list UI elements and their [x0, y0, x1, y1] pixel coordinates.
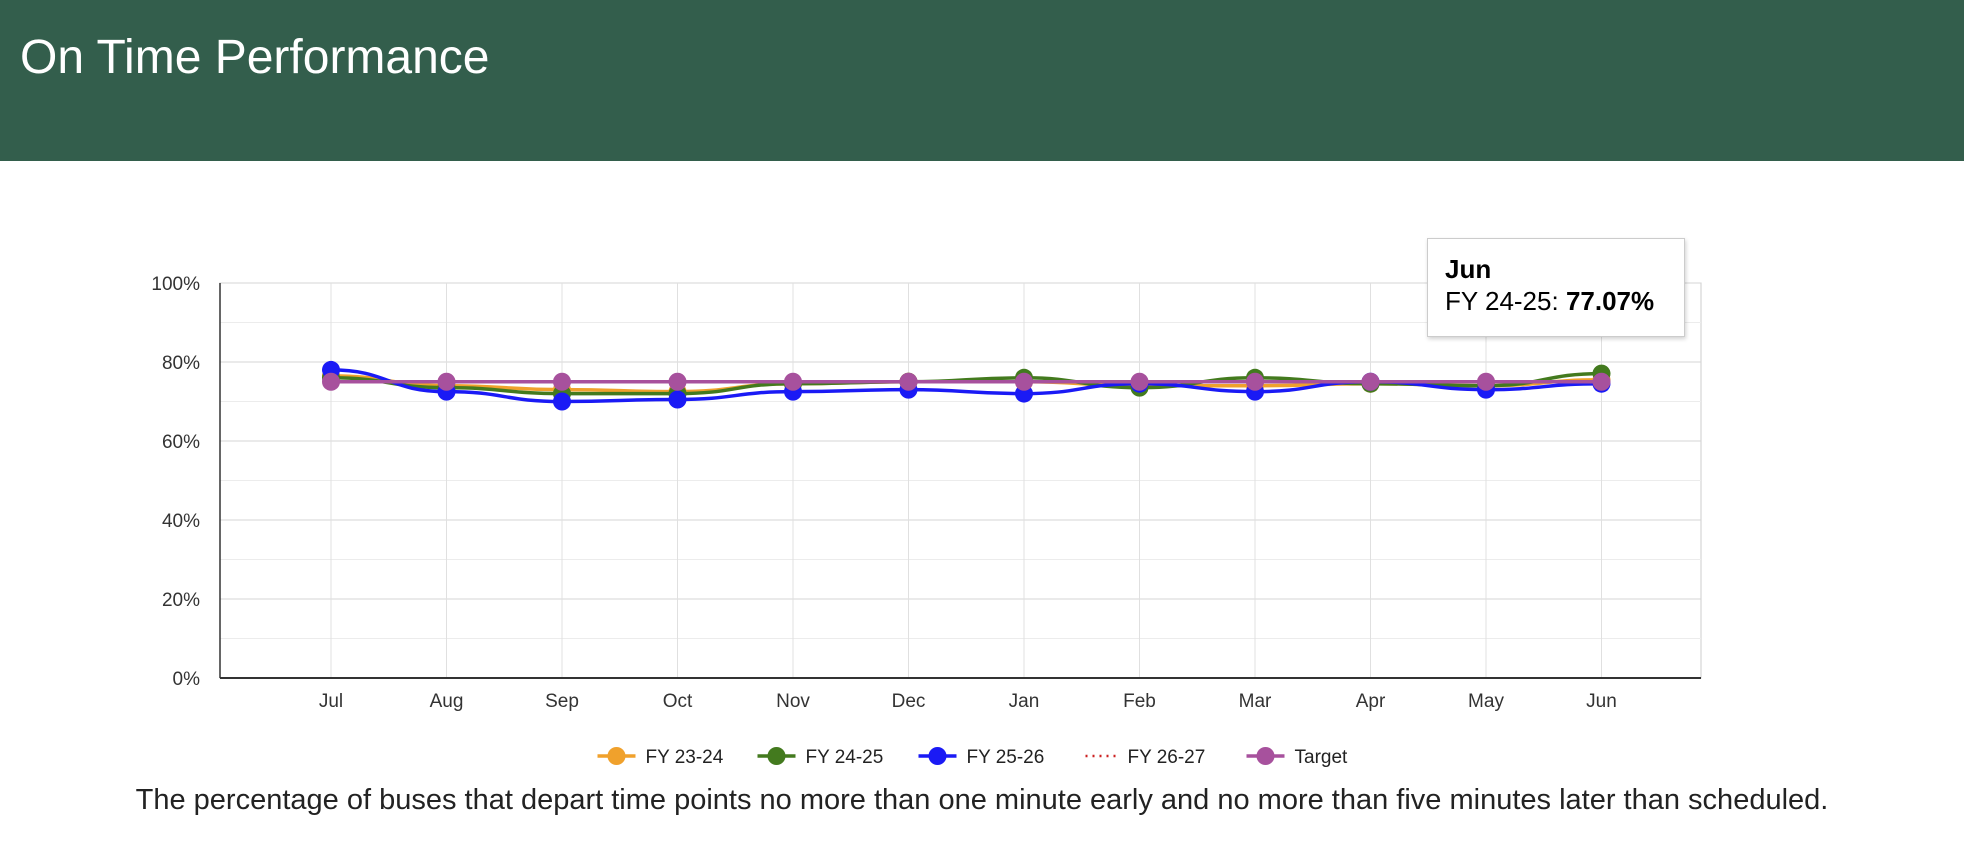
x-tick-label: Apr: [1356, 691, 1386, 712]
tooltip-series-label: FY 24-25:: [1445, 286, 1559, 316]
x-tick-label: Jan: [1009, 691, 1040, 712]
legend-label: FY 23-24: [646, 747, 724, 768]
tooltip-value: 77.07%: [1565, 286, 1655, 316]
x-tick-label: Mar: [1239, 691, 1272, 712]
data-point: [668, 372, 687, 391]
x-tick-label: Aug: [430, 691, 464, 712]
legend-item-fy-26-27: FY 26-27: [1085, 747, 1206, 768]
y-tick-label: 100%: [151, 274, 200, 295]
data-point: [553, 372, 571, 391]
legend-swatch-marker: [1256, 747, 1275, 765]
x-tick-label: May: [1468, 691, 1504, 712]
chart-grid: [219, 282, 1702, 679]
chart-axes: 0% 20% 40% 60% 80% 100% Jul Aug Sep Oct Nov Dec Jan F…: [151, 274, 1701, 712]
x-tick-label: Oct: [663, 691, 693, 712]
data-point: [322, 372, 340, 391]
legend-swatch-marker: [928, 747, 947, 765]
legend-label: FY 24-25: [806, 747, 884, 768]
data-point: [1361, 372, 1380, 391]
data-point: [1592, 372, 1611, 391]
legend-swatch-marker: [767, 747, 786, 765]
y-tick-label: 80%: [162, 353, 200, 374]
legend-swatch-marker: [607, 747, 626, 765]
data-point: [1246, 372, 1264, 391]
y-tick-label: 20%: [162, 590, 200, 611]
data-point: [553, 392, 571, 411]
y-tick-label: 0%: [173, 669, 201, 690]
data-point: [1477, 372, 1495, 391]
legend-label: FY 25-26: [967, 747, 1045, 768]
legend-item-fy-25-26: FY 25-26: [918, 747, 1045, 768]
chart-legend: FY 23-24 FY 24-25 FY 25-26 FY 26-27 Target: [597, 747, 1349, 768]
data-point: [668, 390, 687, 409]
x-tick-label: Feb: [1123, 691, 1156, 712]
x-tick-label: Jul: [319, 691, 343, 712]
series-target: [322, 372, 1611, 391]
legend-item-target: Target: [1246, 747, 1349, 768]
x-tick-label: Nov: [776, 691, 810, 712]
x-tick-label: Dec: [892, 691, 926, 712]
x-tick-label: Jun: [1586, 691, 1617, 712]
page-header: On Time Performance: [0, 0, 1964, 161]
data-point: [437, 372, 456, 391]
x-tick-label: Sep: [545, 691, 579, 712]
tooltip-title: Jun: [1445, 254, 1492, 284]
legend-item-fy-23-24: FY 23-24: [597, 747, 724, 768]
chart-tooltip: Jun FY 24-25: 77.07%: [1427, 238, 1685, 337]
chart-series: [322, 360, 1611, 411]
data-point: [784, 372, 802, 391]
series-line: [330, 371, 1602, 396]
legend-label: Target: [1295, 747, 1349, 768]
data-point: [1130, 372, 1149, 391]
chart-caption: The percentage of buses that depart time…: [135, 784, 1829, 816]
page-title: On Time Performance: [20, 31, 490, 84]
y-tick-label: 60%: [162, 432, 200, 453]
legend-label: FY 26-27: [1128, 747, 1206, 768]
legend-item-fy-24-25: FY 24-25: [757, 747, 884, 768]
data-point: [1015, 372, 1033, 391]
data-point: [899, 372, 918, 391]
tooltip-row: FY 24-25: 77.07%: [1445, 285, 1667, 317]
y-tick-label: 40%: [162, 511, 200, 532]
